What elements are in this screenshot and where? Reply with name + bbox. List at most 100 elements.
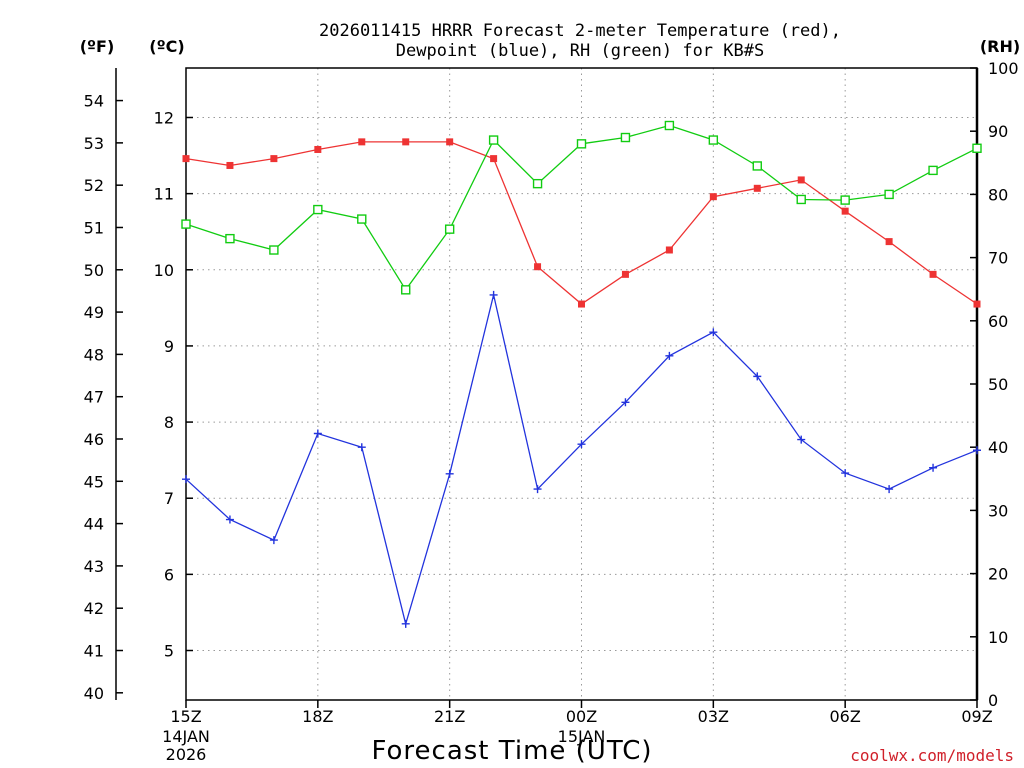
data-point — [753, 372, 762, 381]
celsius-tick-label: 8 — [164, 413, 174, 432]
x-tick-label: 18Z — [302, 707, 333, 726]
data-point — [973, 446, 981, 455]
data-point — [445, 469, 454, 478]
data-point — [269, 245, 279, 255]
rh-tick-label: 20 — [988, 565, 1008, 584]
rh-tick-label: 100 — [988, 59, 1019, 78]
data-point — [488, 135, 499, 145]
rh-tick-label: 50 — [988, 375, 1008, 394]
data-point — [797, 435, 806, 444]
data-point — [929, 270, 937, 278]
data-point — [532, 178, 543, 189]
x-tick-label: 03Z — [698, 707, 729, 726]
rh-tick-label: 90 — [988, 122, 1008, 141]
watermark: coolwx.com/models — [850, 746, 1014, 765]
data-point — [841, 207, 849, 215]
data-point — [577, 440, 586, 449]
x-tick-sublabel: 2026 — [166, 745, 207, 764]
fahrenheit-tick-label: 43 — [84, 557, 104, 576]
data-point — [225, 515, 234, 524]
x-tick-label: 00Z — [566, 707, 597, 726]
series-layer — [181, 120, 982, 628]
data-point — [534, 263, 542, 271]
x-tick-label: 21Z — [434, 707, 465, 726]
data-point — [313, 429, 322, 438]
x-tick-label: 06Z — [830, 707, 861, 726]
series-dewpoint — [182, 290, 981, 628]
series-temperature — [182, 138, 981, 308]
data-point — [621, 398, 630, 407]
data-point — [402, 138, 410, 146]
data-point — [182, 475, 190, 484]
fahrenheit-tick-label: 50 — [84, 261, 104, 280]
data-point — [797, 176, 805, 184]
data-point — [490, 155, 498, 163]
fahrenheit-tick-label: 42 — [84, 599, 104, 618]
data-point — [444, 224, 455, 234]
fahrenheit-tick-label: 51 — [84, 218, 104, 237]
data-point — [446, 138, 454, 146]
data-point — [709, 328, 718, 337]
data-point — [885, 238, 893, 246]
data-point — [270, 155, 278, 163]
rh-tick-label: 0 — [988, 691, 998, 710]
data-point — [796, 194, 806, 205]
data-point — [885, 485, 894, 494]
x-tick-sublabel: 15JAN — [558, 727, 606, 746]
data-point — [357, 214, 367, 224]
data-point — [665, 351, 674, 360]
data-point — [972, 143, 982, 153]
data-point — [709, 193, 717, 201]
data-point — [401, 285, 411, 295]
fahrenheit-tick-label: 52 — [84, 176, 104, 195]
data-point — [401, 619, 410, 628]
data-point — [973, 300, 981, 308]
grid-lines — [186, 68, 977, 700]
celsius-tick-label: 5 — [164, 642, 174, 661]
celsius-tick-label: 12 — [154, 108, 174, 127]
data-point — [533, 485, 542, 494]
data-point — [840, 195, 850, 205]
data-point — [226, 161, 234, 169]
fahrenheit-unit-label: (ºF) — [80, 37, 115, 56]
data-point — [314, 145, 322, 153]
fahrenheit-tick-label: 53 — [84, 134, 104, 153]
data-point — [752, 161, 762, 171]
data-point — [620, 132, 631, 143]
data-point — [181, 219, 191, 229]
data-point — [225, 233, 235, 244]
rh-tick-label: 10 — [988, 628, 1008, 647]
data-point — [313, 204, 323, 215]
rh-tick-label: 40 — [988, 438, 1008, 457]
series-line — [185, 124, 978, 291]
data-point — [664, 120, 675, 131]
data-point — [753, 184, 761, 192]
data-point — [358, 138, 366, 146]
data-point — [489, 290, 498, 299]
fahrenheit-tick-label: 45 — [84, 472, 104, 491]
x-tick-sublabel: 14JAN — [162, 727, 210, 746]
rh-tick-label: 30 — [988, 501, 1008, 520]
data-point — [357, 443, 366, 452]
data-point — [708, 135, 719, 145]
celsius-tick-label: 6 — [164, 565, 174, 584]
fahrenheit-tick-label: 47 — [84, 388, 104, 407]
data-point — [928, 165, 938, 176]
x-axis-title: Forecast Time (UTC) — [371, 736, 652, 766]
fahrenheit-tick-label: 54 — [84, 92, 104, 111]
chart-title-line-1: 2026011415 HRRR Forecast 2-meter Tempera… — [319, 21, 841, 41]
data-point — [269, 536, 278, 545]
rh-tick-label: 70 — [988, 249, 1008, 268]
celsius-tick-label: 7 — [164, 489, 174, 508]
rh-tick-label: 80 — [988, 185, 1008, 204]
fahrenheit-tick-label: 40 — [84, 684, 104, 703]
series-rh — [181, 120, 982, 295]
data-point — [621, 270, 629, 278]
fahrenheit-tick-label: 48 — [84, 345, 104, 364]
data-point — [665, 246, 673, 254]
rh-unit-label: (RH) — [980, 37, 1020, 56]
x-tick-label: 15Z — [170, 707, 201, 726]
fahrenheit-tick-label: 49 — [84, 303, 104, 322]
fahrenheit-tick-label: 41 — [84, 642, 104, 661]
